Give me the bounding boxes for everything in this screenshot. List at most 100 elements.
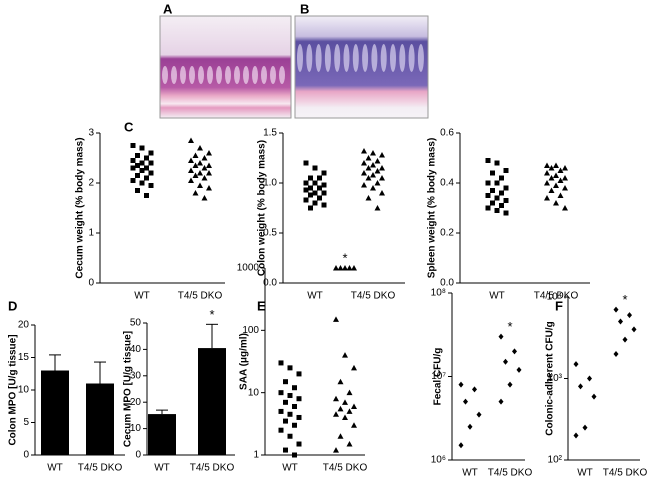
point [287, 433, 293, 439]
y-tick-label: 10³ [548, 373, 563, 384]
point [337, 405, 344, 412]
point [197, 170, 203, 176]
point [361, 170, 367, 176]
point [553, 182, 559, 188]
crypt [252, 66, 258, 84]
point [370, 162, 376, 168]
point [292, 403, 297, 409]
point [135, 188, 140, 193]
y-tick-label: 2 [88, 178, 94, 189]
point [135, 153, 140, 158]
panel-label: F [555, 298, 563, 313]
point [292, 452, 297, 458]
point [613, 350, 619, 357]
point [613, 306, 619, 313]
y-tick-label: 10⁷ [431, 371, 446, 382]
y-tick-label: 0.6 [440, 128, 454, 139]
point [548, 165, 555, 171]
annotation: * [622, 292, 627, 307]
point [283, 447, 288, 453]
point [321, 190, 327, 196]
point [337, 378, 344, 385]
point [467, 423, 473, 430]
point [206, 162, 212, 168]
crypt [216, 66, 222, 84]
point [485, 193, 491, 198]
point [192, 190, 199, 196]
y-axis-label: SAA (μg/ml) [239, 333, 250, 390]
point [503, 198, 509, 203]
point [494, 180, 500, 186]
y-tick-label: 1000 [237, 263, 260, 274]
point [618, 318, 623, 325]
point [351, 265, 357, 271]
point [283, 418, 288, 424]
point [379, 165, 385, 171]
crypt [162, 66, 168, 84]
crypt [225, 66, 231, 84]
y-tick-label: 30 [130, 370, 142, 381]
crypt [279, 66, 285, 84]
point [188, 137, 194, 143]
x-tick-label: WT [47, 463, 63, 474]
bar [148, 414, 176, 455]
point [201, 165, 208, 171]
point [342, 414, 348, 420]
point [351, 403, 357, 409]
crypt [343, 44, 350, 72]
point [544, 170, 550, 176]
point [296, 414, 302, 420]
crypt [380, 44, 387, 72]
point [361, 160, 367, 166]
x-tick-label: T4/5 DKO [534, 291, 579, 302]
crypt [306, 44, 313, 72]
point [562, 205, 568, 211]
point [139, 145, 145, 151]
point [308, 185, 313, 191]
y-tick-label: 3 [88, 128, 94, 139]
point [283, 399, 288, 405]
point [544, 180, 550, 186]
point [503, 210, 509, 216]
point [144, 175, 149, 181]
x-tick-label: WT [489, 291, 505, 302]
x-tick-label: WT [577, 468, 593, 479]
point [365, 175, 372, 181]
crypt [315, 44, 322, 72]
point [303, 180, 309, 186]
point [321, 202, 327, 208]
point [587, 375, 592, 382]
point [346, 441, 353, 447]
panel-label: D [8, 298, 17, 313]
point [188, 167, 194, 173]
point [346, 408, 353, 414]
point [287, 365, 293, 371]
x-tick-label: T4/5 DKO [323, 463, 368, 474]
point [365, 155, 372, 161]
point [130, 158, 136, 163]
x-tick-label: T4/5 DKO [488, 468, 533, 479]
point [544, 195, 550, 201]
point [458, 442, 464, 449]
y-tick-label: 15 [18, 352, 30, 363]
point [206, 150, 212, 156]
point [130, 178, 136, 183]
point [317, 175, 322, 181]
point [308, 205, 313, 211]
x-tick-label: T4/5 DKO [351, 291, 396, 302]
crypt [352, 44, 359, 72]
point [503, 185, 509, 191]
point [374, 158, 381, 164]
point [374, 205, 381, 211]
point [135, 173, 140, 178]
point [342, 352, 348, 358]
point [317, 195, 322, 201]
point [365, 195, 372, 201]
point [287, 393, 293, 399]
x-tick-label: WT [307, 291, 323, 302]
point [498, 333, 504, 340]
x-tick-label: T4/5 DKO [603, 468, 648, 479]
point [144, 155, 149, 161]
bar [41, 370, 69, 455]
